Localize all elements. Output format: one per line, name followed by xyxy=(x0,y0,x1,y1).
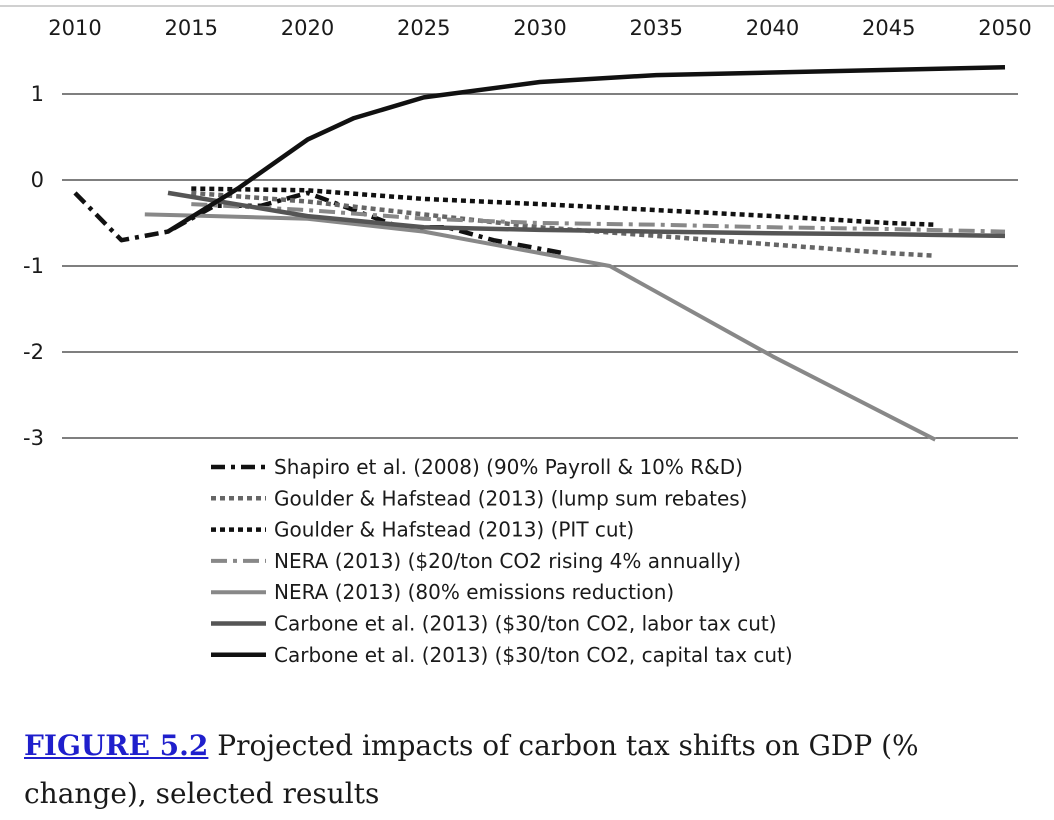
series-line-7 xyxy=(166,65,1006,234)
x-tick-label: 2015 xyxy=(165,16,218,40)
chart: 2010 2015 2020 2025 2030 2035 2040 2045 2050 1 0 -… xyxy=(0,5,1054,667)
legend: Shapiro et al. (2008) (90% Payroll & 10%… xyxy=(211,455,793,667)
legend-label: Shapiro et al. (2008) (90% Payroll & 10%… xyxy=(274,455,743,479)
series-line-3 xyxy=(191,186,936,227)
grid-lines xyxy=(62,93,1018,439)
series-line-1 xyxy=(73,190,564,256)
y-tick-label: -1 xyxy=(23,254,44,278)
legend-label: Carbone et al. (2013) ($30/ton CO2, capi… xyxy=(274,643,793,667)
series-line-2 xyxy=(191,190,936,258)
y-tick-label: 0 xyxy=(31,168,44,192)
figure-label-link[interactable]: FIGURE 5.2 xyxy=(24,729,209,762)
legend-label: Goulder & Hafstead (2013) (PIT cut) xyxy=(274,518,634,542)
legend-label: NERA (2013) ($20/ton CO2 rising 4% annua… xyxy=(274,549,741,573)
x-tick-label: 2045 xyxy=(862,16,915,40)
series-lines xyxy=(73,65,1006,442)
series-line-6 xyxy=(167,190,1006,239)
series-line-5 xyxy=(144,212,937,442)
x-tick-label: 2040 xyxy=(746,16,799,40)
x-tick-label: 2010 xyxy=(48,16,101,40)
figure-caption-text: Projected impacts of carbon tax shifts o… xyxy=(24,729,919,810)
x-tick-label: 2030 xyxy=(513,16,566,40)
x-tick-label: 2020 xyxy=(281,16,334,40)
x-tick-label: 2025 xyxy=(397,16,450,40)
x-tick-label: 2050 xyxy=(978,16,1031,40)
y-axis-ticks: 1 0 -1 -2 -3 xyxy=(23,82,44,450)
legend-label: Goulder & Hafstead (2013) (lump sum reba… xyxy=(274,486,748,510)
y-tick-label: 1 xyxy=(31,82,44,106)
y-tick-label: -2 xyxy=(23,340,44,364)
figure-caption: FIGURE 5.2 Projected impacts of carbon t… xyxy=(24,722,1034,818)
legend-label: NERA (2013) (80% emissions reduction) xyxy=(274,580,674,604)
x-axis-ticks: 2010 2015 2020 2025 2030 2035 2040 2045 2050 xyxy=(48,16,1031,40)
x-tick-label: 2035 xyxy=(630,16,683,40)
series-line-4 xyxy=(191,202,1006,234)
legend-label: Carbone et al. (2013) ($30/ton CO2, labo… xyxy=(274,612,777,636)
y-tick-label: -3 xyxy=(23,426,44,450)
